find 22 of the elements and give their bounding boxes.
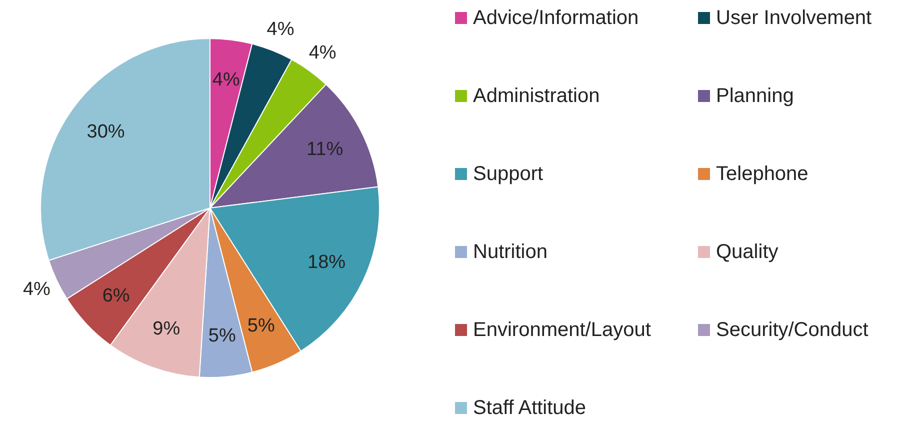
legend-label: Telephone bbox=[716, 162, 808, 186]
data-label: 30% bbox=[86, 122, 125, 143]
legend-label: Planning bbox=[716, 84, 794, 108]
legend-label: Advice/Information bbox=[473, 6, 639, 30]
data-label: 11% bbox=[306, 138, 344, 160]
data-label: 5% bbox=[208, 325, 236, 346]
data-label: 18% bbox=[308, 252, 346, 274]
data-label: 4% bbox=[22, 278, 51, 300]
legend-label: Nutrition bbox=[473, 240, 548, 264]
data-label: 4% bbox=[266, 19, 294, 40]
legend-label: User Involvement bbox=[716, 6, 872, 30]
legend-label: Support bbox=[473, 162, 544, 186]
legend-label: Administration bbox=[473, 84, 600, 108]
data-label: 4% bbox=[212, 69, 240, 90]
legend-label: Quality bbox=[716, 240, 778, 264]
legend-label: Staff Attitude bbox=[473, 396, 586, 420]
legend-label: Security/Conduct bbox=[716, 318, 868, 342]
data-label: 5% bbox=[247, 315, 275, 336]
legend-label: Environment/Layout bbox=[473, 318, 651, 342]
data-label: 9% bbox=[152, 318, 180, 340]
data-label: 4% bbox=[308, 42, 336, 64]
data-label: 6% bbox=[102, 285, 130, 306]
